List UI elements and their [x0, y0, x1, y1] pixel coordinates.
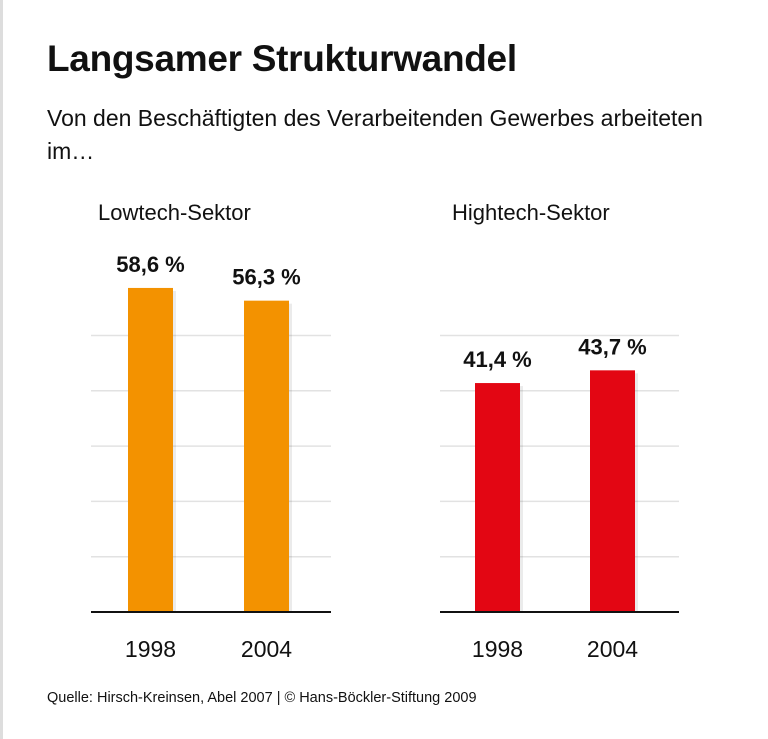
chart-subtitle: Von den Beschäftigten des Verarbeitenden…: [47, 105, 703, 164]
bar-charts: 58,6 % 1998 56,3 % 2004 41,4 % 1998 43,7 % 2004: [91, 252, 679, 662]
bar-1998: [128, 287, 173, 612]
chart-title: Langsamer Strukturwandel: [47, 38, 517, 79]
bar-2004: [590, 370, 635, 612]
bar-2004: [244, 300, 289, 612]
x-tick-label: 1998: [472, 636, 523, 662]
panel-title-lowtech: Lowtech-Sektor: [98, 200, 251, 225]
x-tick-label: 2004: [241, 636, 292, 662]
data-label: 56,3 %: [232, 265, 301, 290]
bar-1998: [475, 383, 520, 612]
data-label: 41,4 %: [463, 347, 532, 372]
x-tick-label: 2004: [587, 636, 638, 662]
data-label: 58,6 %: [116, 252, 185, 277]
x-tick-label: 1998: [125, 636, 176, 662]
data-label: 43,7 %: [578, 334, 647, 359]
panel-title-hightech: Hightech-Sektor: [452, 200, 610, 225]
source-note: Quelle: Hirsch-Kreinsen, Abel 2007 | © H…: [47, 690, 477, 706]
